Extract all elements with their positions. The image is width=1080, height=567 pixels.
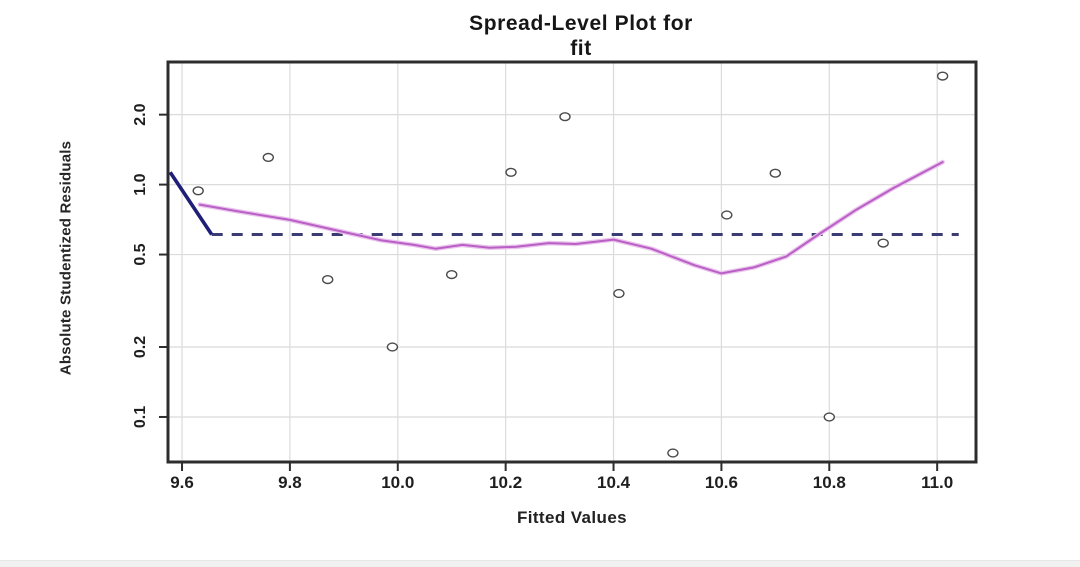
loess-curve: [198, 161, 944, 275]
y-tick-label: 1.0: [132, 173, 149, 195]
data-point: [322, 275, 334, 285]
x-tick-label: 10.2: [489, 473, 522, 492]
loess-curve-halo: [197, 159, 945, 276]
chart-title-line2: fit: [570, 37, 592, 60]
data-point: [386, 342, 399, 352]
data-point: [559, 112, 571, 122]
y-tick-label: 0.5: [132, 243, 149, 265]
data-point: [192, 186, 204, 196]
x-tick-label: 10.8: [813, 473, 846, 492]
slope-line: [168, 171, 214, 236]
x-axis-label: Fitted Values: [516, 508, 628, 527]
data-point: [877, 238, 889, 248]
x-tick-label: 10.4: [597, 473, 631, 492]
data-point: [721, 210, 733, 220]
data-point: [769, 168, 781, 178]
data-point: [936, 71, 949, 81]
data-point: [505, 167, 517, 177]
page-bottom-strip: [0, 560, 1080, 567]
plot-border: [166, 60, 978, 464]
x-tick-label: 11.0: [921, 473, 953, 492]
data-point: [667, 448, 679, 458]
x-tick-label: 9.8: [278, 473, 302, 492]
x-tick-label: 10.0: [381, 473, 414, 492]
x-tick-label: 10.6: [705, 473, 738, 492]
data-point: [262, 152, 274, 163]
y-tick-label: 0.1: [132, 406, 149, 428]
x-tick-label: 9.6: [170, 473, 194, 492]
data-point: [446, 270, 458, 280]
y-tick-label: 2.0: [132, 103, 149, 125]
y-tick-label: 0.2: [132, 336, 149, 358]
chart-title-line1: Spread-Level Plot for: [469, 12, 693, 35]
data-point: [823, 412, 835, 422]
data-point: [613, 288, 625, 299]
